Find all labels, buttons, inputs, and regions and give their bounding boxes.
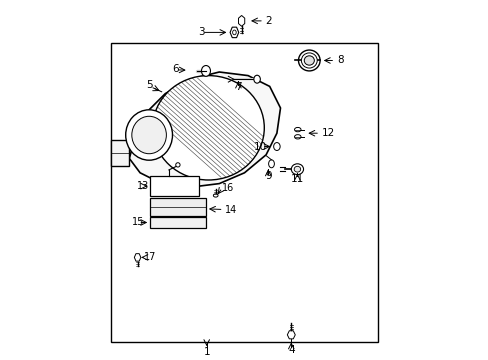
Bar [111,43,377,342]
Bar [150,217,205,228]
Ellipse shape [132,116,166,154]
Ellipse shape [301,53,317,68]
Ellipse shape [125,110,172,160]
Ellipse shape [152,76,264,180]
Text: 7: 7 [235,82,241,92]
Ellipse shape [294,127,301,132]
Text: 11: 11 [290,174,304,184]
Text: 10: 10 [253,141,266,152]
Ellipse shape [291,164,303,175]
Bar [150,198,205,216]
Text: 14: 14 [224,204,237,215]
Ellipse shape [268,160,274,168]
Ellipse shape [294,135,301,139]
Text: 15: 15 [132,217,144,228]
Bar [150,176,199,196]
Text: 13: 13 [137,181,149,191]
Polygon shape [134,254,141,261]
Text: 17: 17 [144,252,157,262]
Polygon shape [238,15,244,26]
Text: 16: 16 [222,183,234,193]
Text: 5: 5 [145,80,152,90]
Polygon shape [287,331,295,339]
Text: 4: 4 [287,345,294,355]
Text: 9: 9 [264,171,271,181]
Text: 12: 12 [321,128,334,138]
Text: 2: 2 [265,16,271,26]
Ellipse shape [298,50,320,71]
Ellipse shape [213,194,218,197]
Text: 6: 6 [171,64,178,74]
Ellipse shape [232,30,236,35]
Polygon shape [111,140,129,166]
Text: 3: 3 [197,27,204,37]
Ellipse shape [253,75,260,83]
Text: 1: 1 [203,347,209,357]
Ellipse shape [294,166,300,172]
Ellipse shape [201,66,210,76]
Text: 8: 8 [337,55,343,66]
Polygon shape [230,27,238,38]
Polygon shape [129,72,280,187]
Ellipse shape [175,163,180,167]
Ellipse shape [304,56,314,65]
Ellipse shape [273,143,280,150]
